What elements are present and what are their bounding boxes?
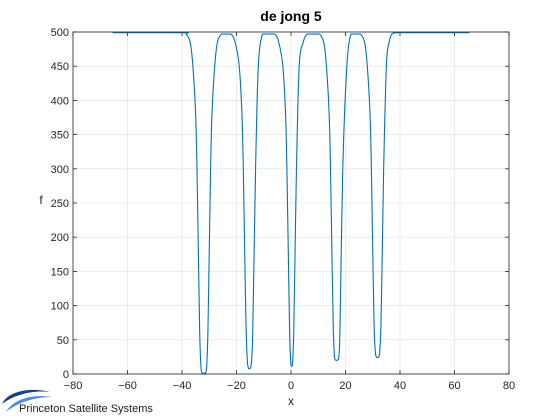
- x-tick-label: −20: [227, 380, 246, 392]
- x-tick-label: −80: [64, 380, 83, 392]
- x-tick-label: 60: [448, 380, 460, 392]
- y-tick-label: 450: [51, 61, 69, 73]
- y-tick-label: 0: [63, 369, 69, 381]
- y-tick-label: 50: [57, 335, 69, 347]
- y-tick-label: 400: [51, 95, 69, 107]
- y-tick-label: 250: [51, 198, 69, 210]
- y-tick-label: 200: [51, 232, 69, 244]
- x-tick-label: 20: [339, 380, 351, 392]
- series-layer: [112, 32, 470, 374]
- x-tick-label: −60: [118, 380, 137, 392]
- y-tick-labels: 0 50 100 150 200 250 300 350 400 450 500: [51, 27, 69, 381]
- y-tick-label: 100: [51, 301, 69, 313]
- princeton-satellite-systems-logo: Princeton Satellite Systems: [2, 389, 153, 415]
- y-tick-label: 350: [51, 130, 69, 142]
- x-tick-label: −40: [173, 380, 192, 392]
- x-axis-label: x: [288, 394, 294, 408]
- y-tick-label: 300: [51, 164, 69, 176]
- x-tick-label: 80: [503, 380, 515, 392]
- y-axis-label: f: [39, 193, 43, 207]
- company-name: Princeton Satellite Systems: [19, 403, 153, 415]
- chart-title: de jong 5: [260, 8, 322, 24]
- x-tick-labels: −80 −60 −40 −20 0 20 40 60 80: [64, 380, 515, 392]
- x-tick-label: 40: [394, 380, 406, 392]
- series-line: [112, 32, 470, 374]
- y-tick-label: 500: [51, 27, 69, 39]
- axes-box: [72, 31, 510, 375]
- swoosh-logo-icon: [2, 389, 52, 412]
- x-tick-label: 0: [288, 380, 294, 392]
- y-tick-label: 150: [51, 266, 69, 278]
